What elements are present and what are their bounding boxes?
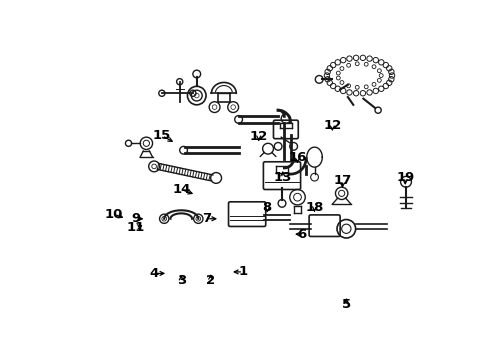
Text: 3: 3 <box>176 274 185 287</box>
Text: 12: 12 <box>323 119 341 132</box>
Text: 19: 19 <box>395 171 413 184</box>
Text: 4: 4 <box>149 267 159 280</box>
Text: 16: 16 <box>288 152 306 165</box>
Text: 15: 15 <box>152 129 171 142</box>
Text: 9: 9 <box>131 212 140 225</box>
Text: 5: 5 <box>341 298 350 311</box>
Text: 10: 10 <box>104 208 123 221</box>
Text: 14: 14 <box>172 183 190 196</box>
Text: 12: 12 <box>249 130 267 143</box>
Text: 7: 7 <box>202 212 211 225</box>
Text: 18: 18 <box>305 201 323 214</box>
Text: 2: 2 <box>206 274 215 287</box>
Text: 17: 17 <box>333 174 351 187</box>
Text: 11: 11 <box>126 221 144 234</box>
Text: 6: 6 <box>296 228 305 240</box>
Text: 8: 8 <box>262 201 271 214</box>
Text: 13: 13 <box>273 171 291 184</box>
Text: 1: 1 <box>238 265 247 278</box>
